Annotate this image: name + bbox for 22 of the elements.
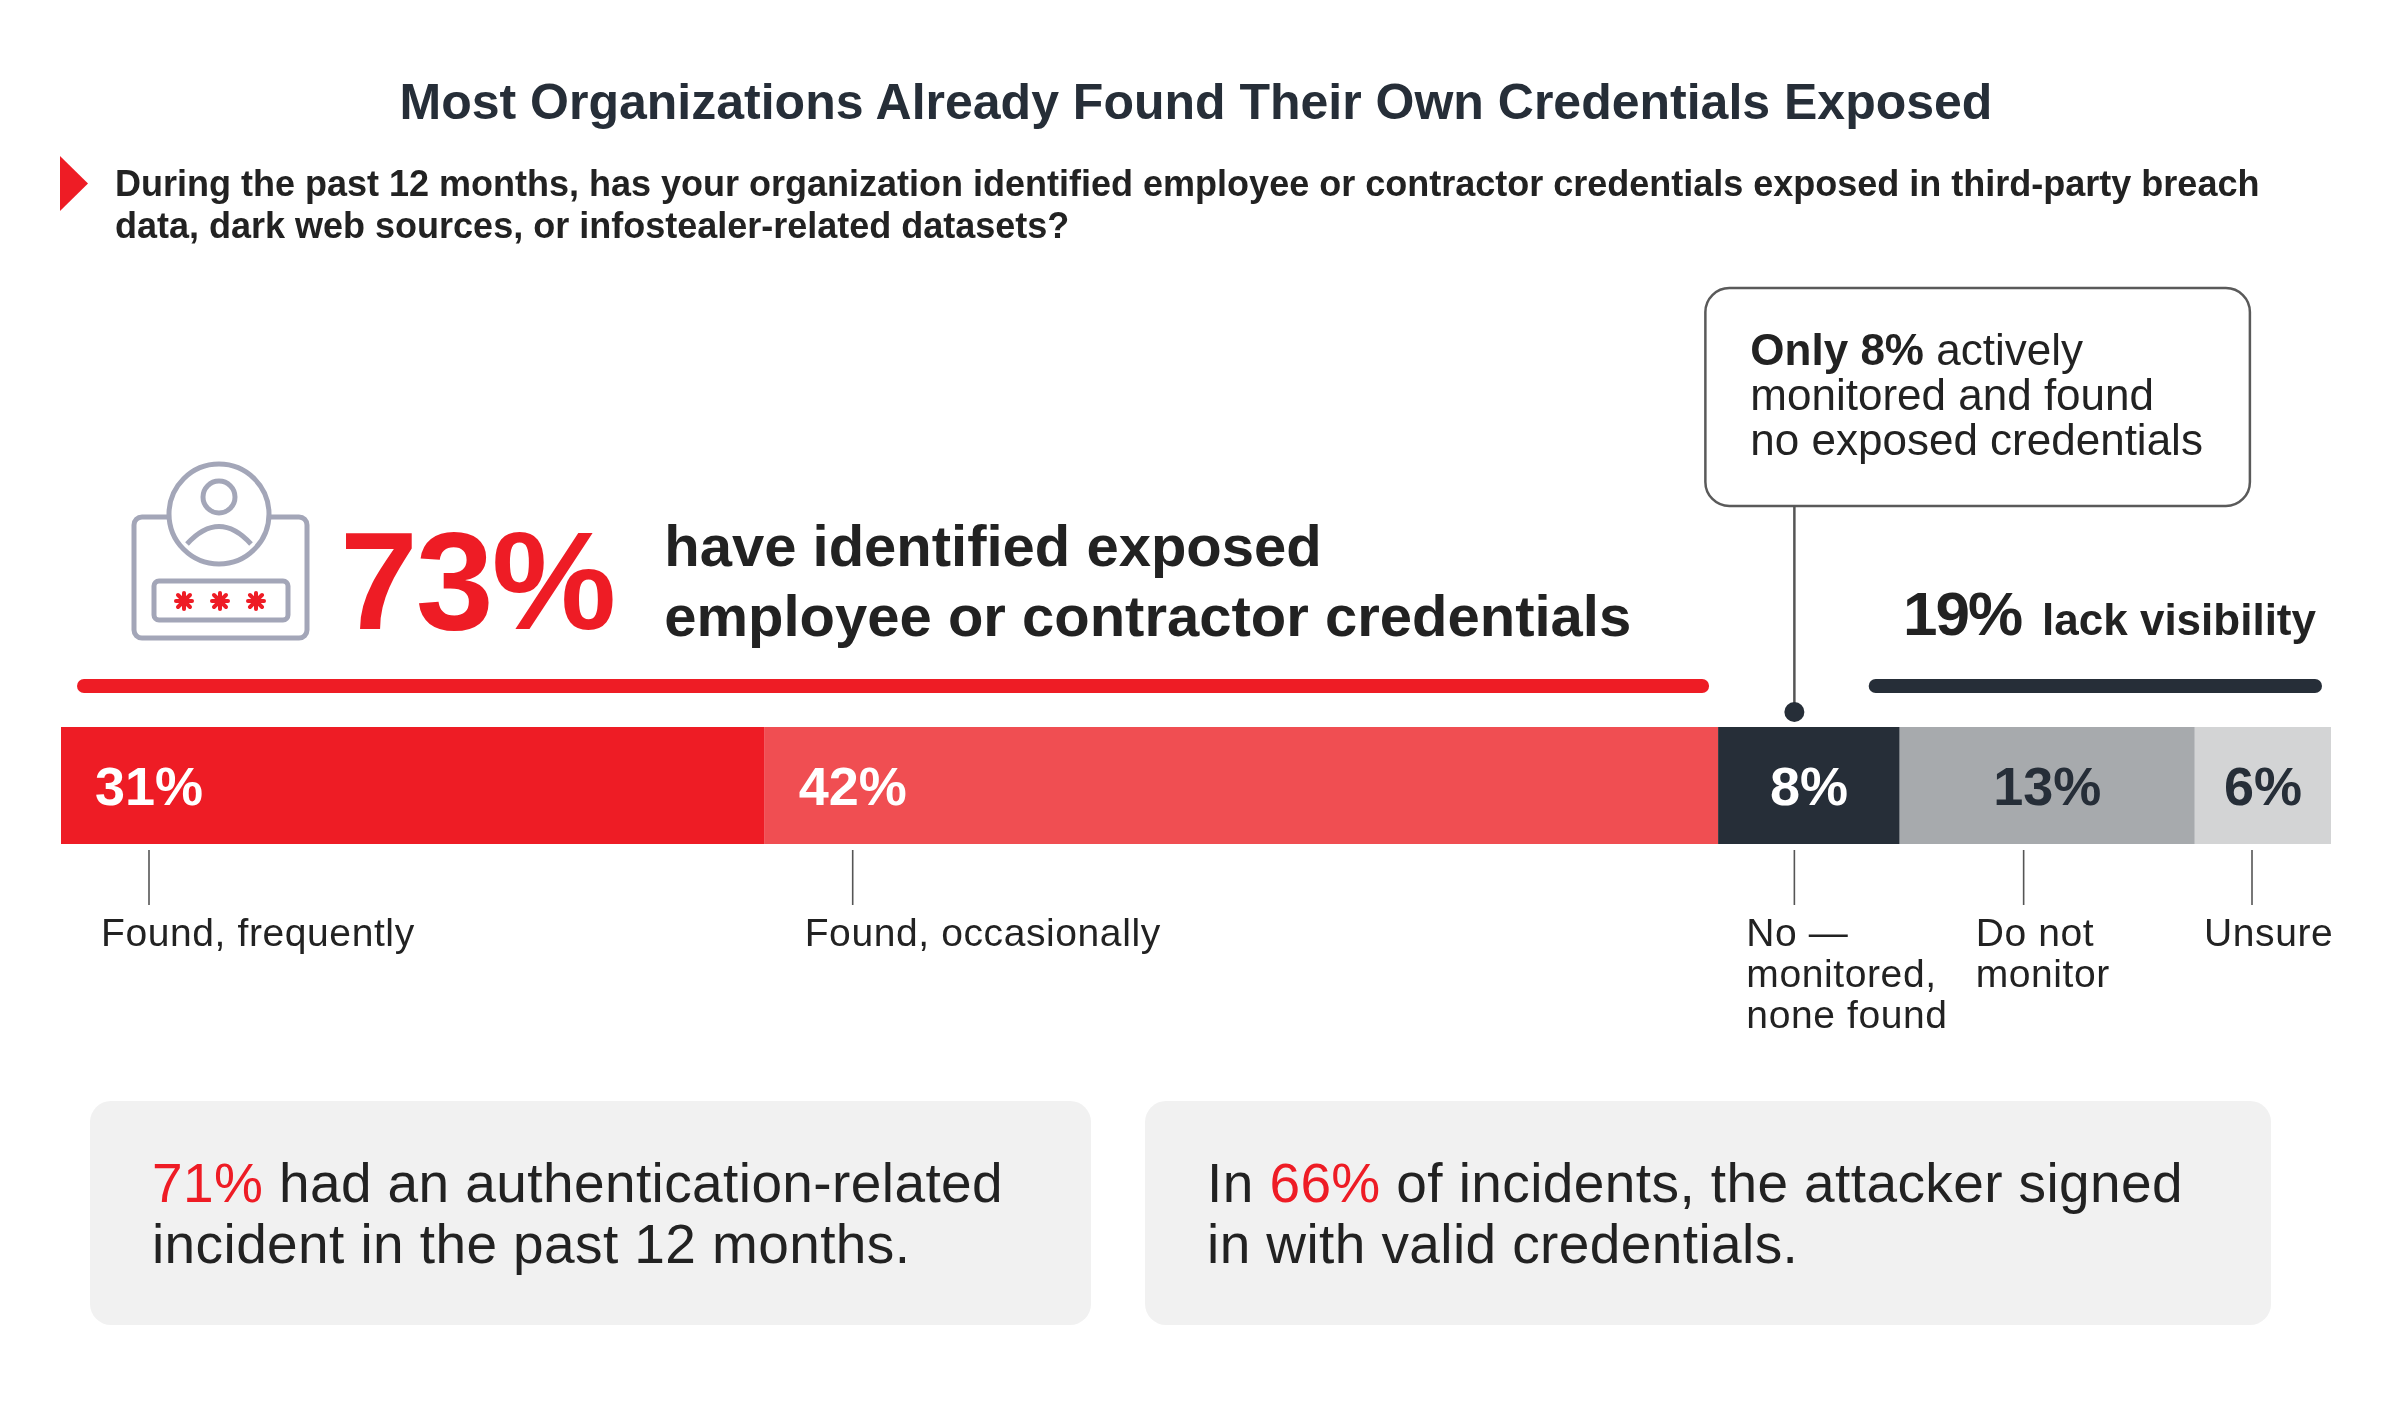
series-label: Found, occasionally [804,911,1161,954]
chart-subtitle: During the past 12 months, has your organization identified employee or contractor credentials exposed in third-party breach data, dark web sources, or infostealer-related datasets? [115,163,2260,246]
data-label: 8% [1769,755,1848,816]
text: 19% lack visibility [1902,579,2317,648]
series-label: No — monitored, none found [1746,911,1948,1036]
text: 71% had an authentication-related incident in the past 12 months. [152,1152,1004,1275]
bar [1718,727,1900,844]
series-label: Do not monitor [1975,911,2110,995]
data-label: 42% [798,755,907,816]
data-label: 13% [1993,755,2102,816]
series-label: Unsure [2204,911,2334,954]
bar [764,727,1719,844]
text: 73% have identified exposed employee or contractor credentials [340,502,1632,659]
text: In 66% of incidents, the attacker signed in with valid credentials. [1207,1152,2184,1275]
chart-title: Most Organizations Already Found Their Own Credentials Exposed [399,74,1993,130]
bar [61,727,765,844]
data-label: 31% [94,755,204,816]
bar [2194,727,2331,844]
series-label: Found, frequently [101,911,415,954]
data-label: 6% [2223,755,2302,816]
bar [1899,727,2195,844]
text: Only 8% actively monitored and found no exposed credentials [1750,325,2203,464]
